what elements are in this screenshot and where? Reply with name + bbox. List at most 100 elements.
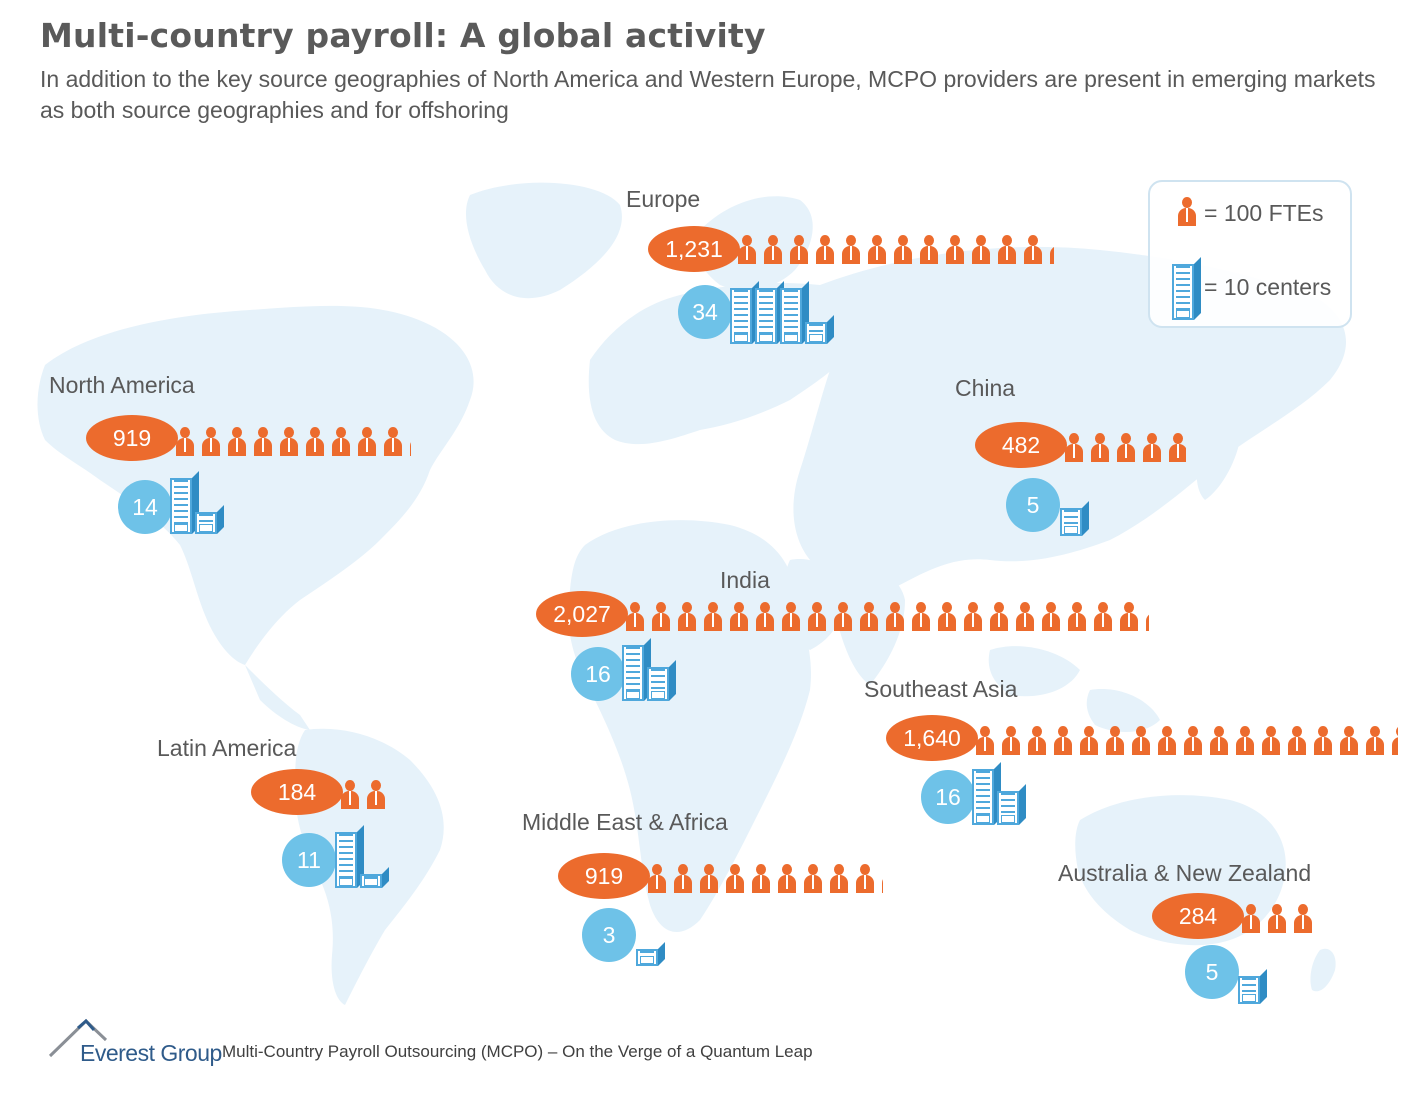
building-icon: [1172, 254, 1204, 320]
fte-badge: 1,231: [648, 226, 740, 272]
person-icon: [916, 234, 942, 264]
building-icon: [335, 825, 364, 888]
person-icon: [696, 863, 722, 893]
legend-center-label: = 10 centers: [1204, 274, 1332, 300]
person-icon: [722, 863, 748, 893]
building-icon-row: [335, 824, 393, 888]
person-icon: [1128, 725, 1154, 755]
fte-badge: 482: [975, 422, 1067, 468]
building-icon-row: [1060, 472, 1093, 536]
person-icon: [1284, 725, 1310, 755]
building-icon-row: [170, 470, 228, 534]
person-icon: [760, 234, 786, 264]
person-icon: [250, 426, 276, 456]
person-icon: [878, 863, 883, 893]
person-icon: [972, 725, 998, 755]
person-icon: [354, 426, 380, 456]
person-icon: [622, 601, 648, 631]
fte-badge: 1,640: [886, 715, 978, 761]
person-icon: [1024, 725, 1050, 755]
person-icon: [856, 601, 882, 631]
person-icon: [908, 601, 934, 631]
person-icon: [1113, 432, 1139, 462]
person-icon: [674, 601, 700, 631]
everest-logo-icon: [48, 1018, 108, 1058]
person-icon: [644, 863, 670, 893]
person-icon: [276, 426, 302, 456]
logo-text: Everest Group: [80, 1040, 222, 1066]
person-icon: [224, 426, 250, 456]
region-label: Europe: [626, 186, 701, 212]
fte-icon-row: [622, 601, 1149, 631]
fte-badge: 284: [1152, 893, 1244, 939]
fte-badge: 184: [251, 769, 343, 815]
person-icon: [986, 601, 1012, 631]
building-icon: [170, 471, 199, 534]
person-icon: [406, 426, 411, 456]
person-icon: [1142, 601, 1149, 631]
person-icon: [994, 234, 1020, 264]
person-icon: [960, 601, 986, 631]
building-icon: [755, 281, 784, 344]
region-label: Australia & New Zealand: [1058, 860, 1312, 886]
building-icon: [195, 505, 224, 534]
person-icon: [804, 601, 830, 631]
region-label: China: [955, 375, 1016, 401]
person-icon: [700, 601, 726, 631]
person-icon: [1232, 725, 1258, 755]
person-icon: [826, 863, 852, 893]
person-icon: [1090, 601, 1116, 631]
fte-icon-row: [172, 426, 411, 456]
fte-icon-row: [1061, 432, 1186, 462]
building-icon: [360, 867, 389, 888]
person-icon: [748, 863, 774, 893]
person-icon: [328, 426, 354, 456]
person-icon: [998, 725, 1024, 755]
person-icon: [1180, 725, 1206, 755]
person-icon: [198, 426, 224, 456]
fte-icon-row: [734, 234, 1054, 264]
fte-icon-row: [1238, 903, 1312, 933]
person-icon: [1046, 234, 1054, 264]
person-icon: [1258, 725, 1284, 755]
person-icon: [1154, 725, 1180, 755]
person-icon: [1238, 903, 1264, 933]
person-icon: [1165, 432, 1186, 462]
region-label: India: [720, 567, 770, 593]
building-icon-row: [622, 637, 680, 701]
building-icon: [780, 281, 809, 344]
person-icon: [1116, 601, 1142, 631]
person-icon: [1139, 432, 1165, 462]
region-label: Southeast Asia: [864, 676, 1018, 702]
centers-badge: 5: [1006, 478, 1060, 532]
person-icon: [968, 234, 994, 264]
person-icon: [734, 234, 760, 264]
person-icon: [1064, 601, 1090, 631]
person-icon: [172, 426, 198, 456]
centers-badge: 11: [282, 833, 336, 887]
person-icon: [852, 863, 878, 893]
centers-badge: 3: [582, 908, 636, 962]
building-icon-row: [972, 761, 1030, 825]
person-icon: [1310, 725, 1336, 755]
legend-fte-label: = 100 FTEs: [1204, 200, 1324, 226]
person-icon: [1362, 725, 1388, 755]
person-icon: [1264, 903, 1290, 933]
person-icon: [1174, 196, 1200, 226]
person-icon: [864, 234, 890, 264]
fte-badge: 919: [558, 853, 650, 899]
region-label: Latin America: [157, 735, 297, 761]
building-icon: [636, 942, 665, 966]
fte-icon-row: [644, 863, 883, 893]
building-icon-row: [636, 902, 669, 966]
footer-caption: Multi-Country Payroll Outsourcing (MCPO)…: [222, 1042, 813, 1061]
centers-badge: 14: [118, 480, 172, 534]
centers-badge: 5: [1185, 945, 1239, 999]
region-label: North America: [49, 372, 195, 398]
building-icon: [647, 660, 676, 701]
building-icon-row: [730, 280, 838, 344]
person-icon: [337, 779, 363, 809]
person-icon: [882, 601, 908, 631]
building-icon: [1238, 969, 1267, 1004]
building-icon: [1060, 501, 1089, 536]
